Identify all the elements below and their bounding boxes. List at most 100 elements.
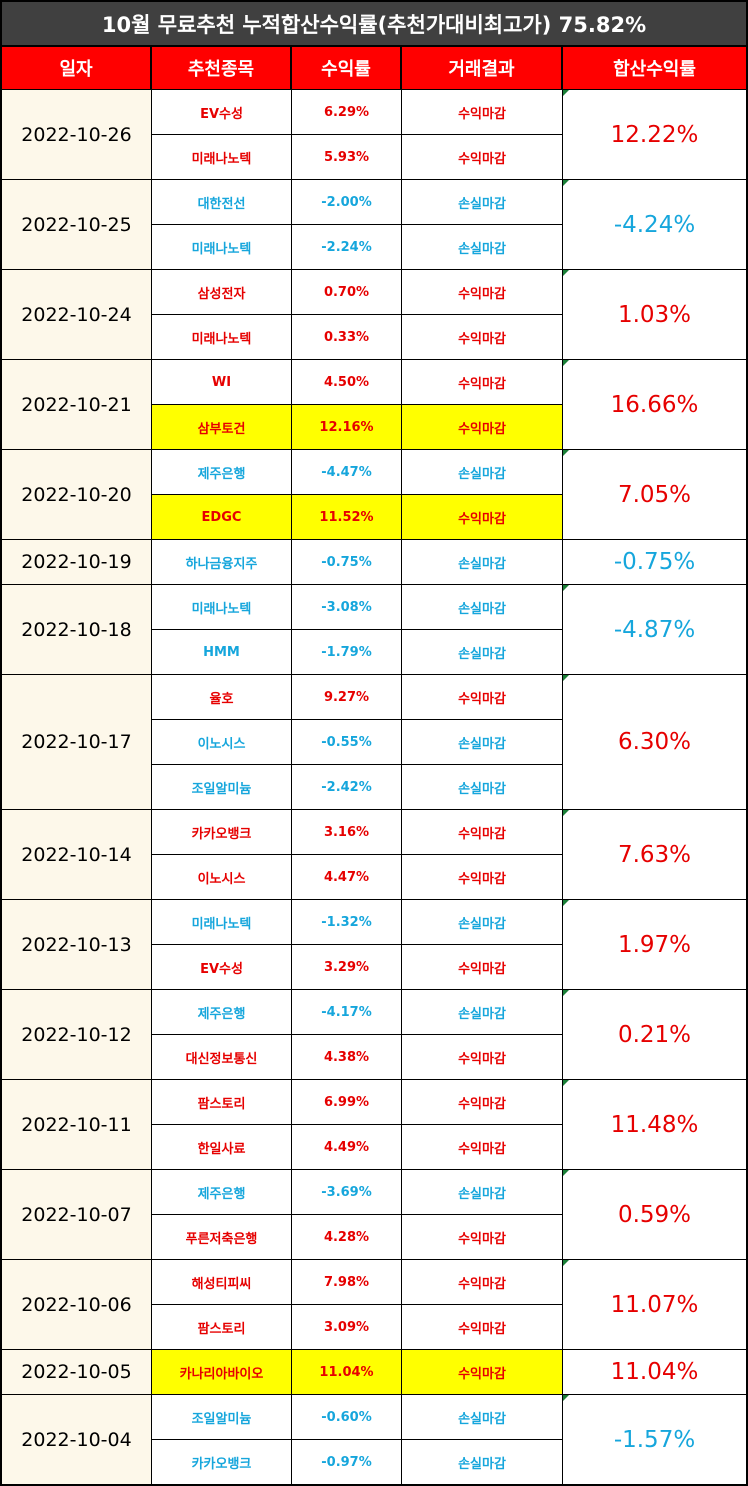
return-rate-cell[interactable]: 3.16% [292, 810, 402, 854]
date-cell[interactable]: 2022-10-04 [2, 1395, 152, 1485]
stock-name-cell[interactable]: 팜스토리 [152, 1080, 292, 1124]
return-rate-cell[interactable]: 5.93% [292, 135, 402, 179]
date-cell[interactable]: 2022-10-14 [2, 810, 152, 900]
date-cell[interactable]: 2022-10-18 [2, 585, 152, 675]
trade-result-cell[interactable]: 손실마감 [402, 450, 563, 494]
date-cell[interactable]: 2022-10-20 [2, 450, 152, 540]
return-rate-cell[interactable]: -2.24% [292, 225, 402, 269]
stock-name-cell[interactable]: 해성티피씨 [152, 1260, 292, 1304]
trade-result-cell[interactable]: 손실마감 [402, 1440, 563, 1484]
date-cell[interactable]: 2022-10-26 [2, 90, 152, 180]
return-rate-cell[interactable]: 4.49% [292, 1125, 402, 1169]
stock-name-cell[interactable]: 제주은행 [152, 990, 292, 1034]
date-cell[interactable]: 2022-10-07 [2, 1170, 152, 1260]
trade-result-cell[interactable]: 수익마감 [402, 945, 563, 989]
trade-result-cell[interactable]: 손실마감 [402, 765, 563, 809]
stock-name-cell[interactable]: EDGC [152, 495, 292, 539]
return-rate-cell[interactable]: -3.69% [292, 1170, 402, 1214]
stock-name-cell[interactable]: 제주은행 [152, 450, 292, 494]
return-rate-cell[interactable]: 7.98% [292, 1260, 402, 1304]
header-stock[interactable]: 추천종목 [152, 47, 292, 89]
stock-name-cell[interactable]: 미래나노텍 [152, 315, 292, 359]
trade-result-cell[interactable]: 수익마감 [402, 1080, 563, 1124]
return-rate-cell[interactable]: 0.70% [292, 270, 402, 314]
trade-result-cell[interactable]: 수익마감 [402, 1305, 563, 1349]
return-rate-cell[interactable]: -0.97% [292, 1440, 402, 1484]
stock-name-cell[interactable]: 미래나노텍 [152, 585, 292, 629]
trade-result-cell[interactable]: 수익마감 [402, 90, 563, 134]
return-rate-cell[interactable]: -3.08% [292, 585, 402, 629]
stock-name-cell[interactable]: 미래나노텍 [152, 225, 292, 269]
trade-result-cell[interactable]: 수익마감 [402, 315, 563, 359]
trade-result-cell[interactable]: 수익마감 [402, 675, 563, 719]
return-rate-cell[interactable]: -0.60% [292, 1395, 402, 1439]
date-cell[interactable]: 2022-10-12 [2, 990, 152, 1080]
stock-name-cell[interactable]: WI [152, 360, 292, 404]
trade-result-cell[interactable]: 손실마감 [402, 990, 563, 1034]
cumulative-return-cell[interactable]: 1.03% [563, 270, 746, 360]
trade-result-cell[interactable]: 수익마감 [402, 855, 563, 899]
return-rate-cell[interactable]: -4.17% [292, 990, 402, 1034]
date-cell[interactable]: 2022-10-05 [2, 1350, 152, 1395]
cumulative-return-cell[interactable]: -4.24% [563, 180, 746, 270]
trade-result-cell[interactable]: 손실마감 [402, 1395, 563, 1439]
cumulative-return-cell[interactable]: -4.87% [563, 585, 746, 675]
date-cell[interactable]: 2022-10-19 [2, 540, 152, 585]
return-rate-cell[interactable]: 11.52% [292, 495, 402, 539]
return-rate-cell[interactable]: -2.00% [292, 180, 402, 224]
cumulative-return-cell[interactable]: -1.57% [563, 1395, 746, 1485]
header-date[interactable]: 일자 [2, 47, 152, 89]
trade-result-cell[interactable]: 수익마감 [402, 405, 563, 449]
stock-name-cell[interactable]: HMM [152, 630, 292, 674]
return-rate-cell[interactable]: 12.16% [292, 405, 402, 449]
return-rate-cell[interactable]: 4.50% [292, 360, 402, 404]
trade-result-cell[interactable]: 수익마감 [402, 1035, 563, 1079]
cumulative-return-cell[interactable]: 12.22% [563, 90, 746, 180]
return-rate-cell[interactable]: 3.29% [292, 945, 402, 989]
return-rate-cell[interactable]: 0.33% [292, 315, 402, 359]
stock-name-cell[interactable]: 조일알미늄 [152, 765, 292, 809]
stock-name-cell[interactable]: 한일사료 [152, 1125, 292, 1169]
trade-result-cell[interactable]: 손실마감 [402, 585, 563, 629]
return-rate-cell[interactable]: 6.99% [292, 1080, 402, 1124]
trade-result-cell[interactable]: 손실마감 [402, 225, 563, 269]
date-cell[interactable]: 2022-10-25 [2, 180, 152, 270]
trade-result-cell[interactable]: 손실마감 [402, 720, 563, 764]
trade-result-cell[interactable]: 수익마감 [402, 270, 563, 314]
stock-name-cell[interactable]: 미래나노텍 [152, 900, 292, 944]
trade-result-cell[interactable]: 손실마감 [402, 630, 563, 674]
date-cell[interactable]: 2022-10-21 [2, 360, 152, 450]
stock-name-cell[interactable]: 삼부토건 [152, 405, 292, 449]
return-rate-cell[interactable]: -4.47% [292, 450, 402, 494]
trade-result-cell[interactable]: 수익마감 [402, 495, 563, 539]
stock-name-cell[interactable]: 카나리아바이오 [152, 1350, 292, 1394]
cumulative-return-cell[interactable]: 1.97% [563, 900, 746, 990]
return-rate-cell[interactable]: 11.04% [292, 1350, 402, 1394]
date-cell[interactable]: 2022-10-17 [2, 675, 152, 810]
stock-name-cell[interactable]: 대신정보통신 [152, 1035, 292, 1079]
return-rate-cell[interactable]: 4.28% [292, 1215, 402, 1259]
cumulative-return-cell[interactable]: 7.63% [563, 810, 746, 900]
trade-result-cell[interactable]: 수익마감 [402, 135, 563, 179]
trade-result-cell[interactable]: 손실마감 [402, 540, 563, 584]
stock-name-cell[interactable]: 율호 [152, 675, 292, 719]
trade-result-cell[interactable]: 수익마감 [402, 1215, 563, 1259]
stock-name-cell[interactable]: 대한전선 [152, 180, 292, 224]
cumulative-return-cell[interactable]: -0.75% [563, 540, 746, 585]
stock-name-cell[interactable]: 제주은행 [152, 1170, 292, 1214]
return-rate-cell[interactable]: 9.27% [292, 675, 402, 719]
date-cell[interactable]: 2022-10-13 [2, 900, 152, 990]
trade-result-cell[interactable]: 수익마감 [402, 360, 563, 404]
date-cell[interactable]: 2022-10-24 [2, 270, 152, 360]
stock-name-cell[interactable]: 푸른저축은행 [152, 1215, 292, 1259]
cumulative-return-cell[interactable]: 6.30% [563, 675, 746, 810]
header-total[interactable]: 합산수익률 [563, 47, 746, 89]
trade-result-cell[interactable]: 수익마감 [402, 810, 563, 854]
stock-name-cell[interactable]: 삼성전자 [152, 270, 292, 314]
date-cell[interactable]: 2022-10-11 [2, 1080, 152, 1170]
date-cell[interactable]: 2022-10-06 [2, 1260, 152, 1350]
return-rate-cell[interactable]: -2.42% [292, 765, 402, 809]
stock-name-cell[interactable]: 카카오뱅크 [152, 1440, 292, 1484]
cumulative-return-cell[interactable]: 11.07% [563, 1260, 746, 1350]
return-rate-cell[interactable]: 3.09% [292, 1305, 402, 1349]
